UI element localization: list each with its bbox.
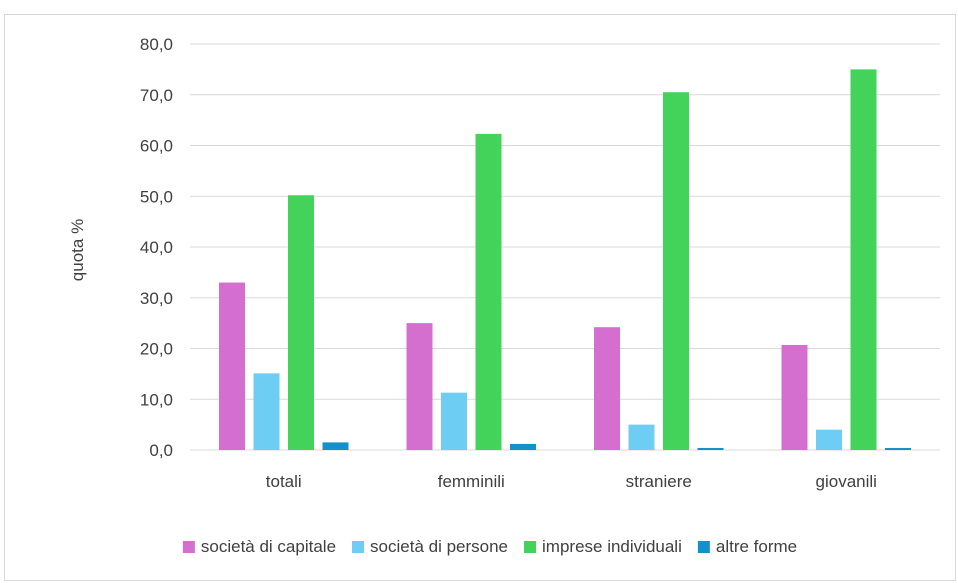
legend-label: società di persone <box>370 537 508 556</box>
y-axis-title: quota % <box>68 219 87 281</box>
bar-altre-forme <box>697 447 724 450</box>
x-tick-label: straniere <box>626 472 692 491</box>
bar-società-di-persone <box>441 392 467 450</box>
y-tick-label: 60,0 <box>140 137 173 156</box>
bar-società-di-persone <box>816 429 842 450</box>
y-tick-label: 70,0 <box>140 86 173 105</box>
y-tick-label: 20,0 <box>140 340 173 359</box>
legend-swatch <box>182 541 195 553</box>
bar-società-di-capitale <box>406 323 433 450</box>
bar-società-di-persone <box>253 373 280 450</box>
x-tick-label: totali <box>266 472 302 491</box>
y-tick-label: 50,0 <box>140 187 173 206</box>
bar-società-di-capitale <box>594 327 620 450</box>
bar-altre-forme <box>510 443 536 450</box>
legend-swatch <box>524 541 537 553</box>
legend-label: società di capitale <box>201 537 336 556</box>
x-tick-label: femminili <box>438 472 505 491</box>
bar-altre-forme <box>885 447 911 450</box>
bar-società-di-capitale <box>781 344 808 450</box>
legend-swatch <box>697 541 710 553</box>
y-tick-label: 10,0 <box>140 390 173 409</box>
legend-label: imprese individuali <box>542 537 682 556</box>
bar-imprese-individuali <box>475 133 502 450</box>
bar-imprese-individuali <box>288 195 314 450</box>
legend-swatch <box>352 541 365 553</box>
bar-altre-forme <box>322 442 349 450</box>
bar-imprese-individuali <box>850 69 877 450</box>
y-tick-label: 30,0 <box>140 289 173 308</box>
legend-label: altre forme <box>716 537 797 556</box>
bar-imprese-individuali <box>663 92 689 451</box>
bar-società-di-capitale <box>219 282 245 450</box>
y-tick-label: 80,0 <box>140 35 173 54</box>
bar-società-di-persone <box>628 424 655 450</box>
y-tick-label: 0,0 <box>149 441 173 460</box>
x-tick-label: giovanili <box>816 472 877 491</box>
y-tick-label: 40,0 <box>140 238 173 257</box>
